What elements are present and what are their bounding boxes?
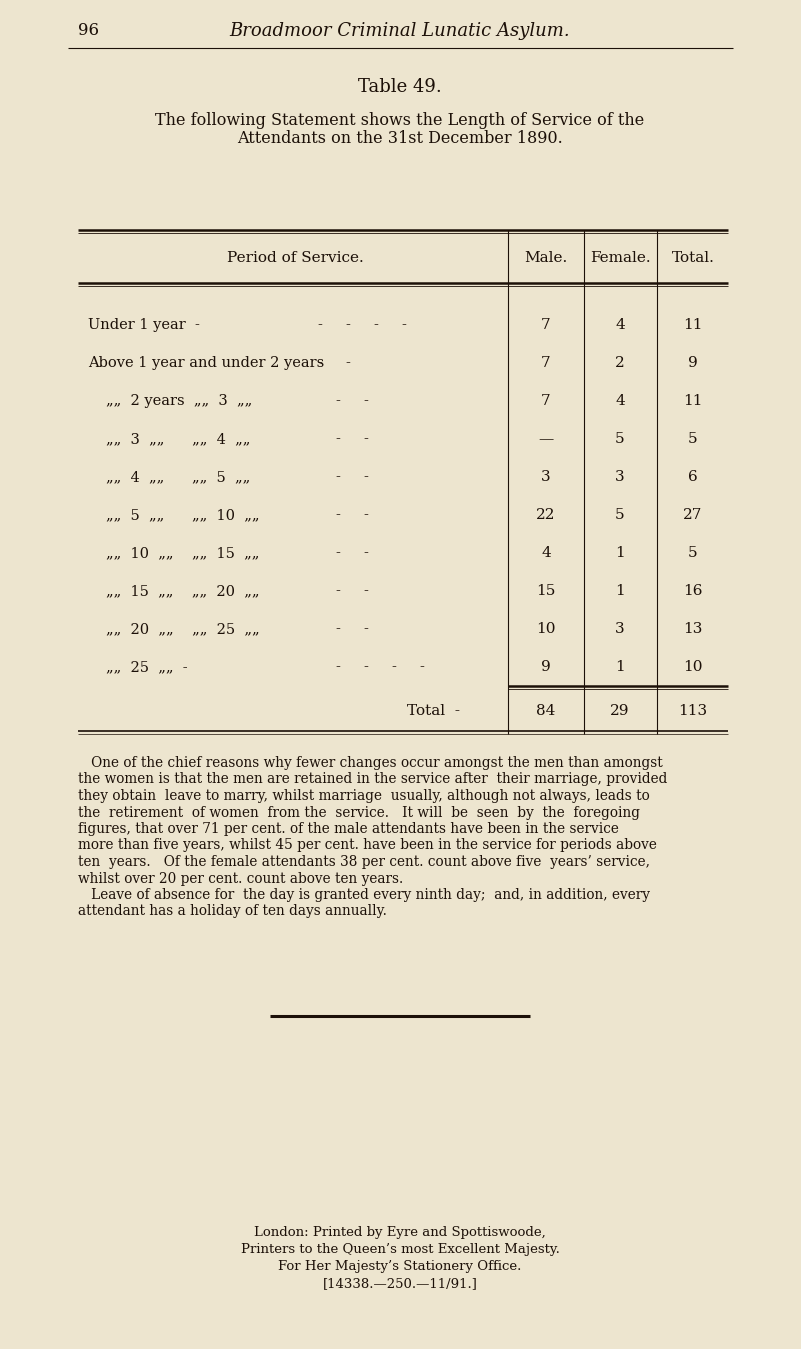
Text: 11: 11 xyxy=(683,318,702,332)
Text: 1: 1 xyxy=(615,584,625,598)
Text: „„  20  „„    „„  25  „„: „„ 20 „„ „„ 25 „„ xyxy=(106,622,260,635)
Text: Attendants on the 31st December 1890.: Attendants on the 31st December 1890. xyxy=(237,130,563,147)
Text: -     -: - - xyxy=(336,432,369,447)
Text: London: Printed by Eyre and Spottiswoode,: London: Printed by Eyre and Spottiswoode… xyxy=(254,1226,545,1238)
Text: 7: 7 xyxy=(541,356,551,370)
Text: 9: 9 xyxy=(541,660,551,674)
Text: For Her Majesty’s Stationery Office.: For Her Majesty’s Stationery Office. xyxy=(278,1260,521,1273)
Text: [14338.—250.—11/91.]: [14338.—250.—11/91.] xyxy=(323,1278,477,1290)
Text: 22: 22 xyxy=(536,509,556,522)
Text: 10: 10 xyxy=(683,660,702,674)
Text: 5: 5 xyxy=(615,509,625,522)
Text: 29: 29 xyxy=(610,704,630,718)
Text: 13: 13 xyxy=(683,622,702,635)
Text: Broadmoor Criminal Lunatic Asylum.: Broadmoor Criminal Lunatic Asylum. xyxy=(230,22,570,40)
Text: Above 1 year and under 2 years: Above 1 year and under 2 years xyxy=(88,356,324,370)
Text: „„  25  „„  -: „„ 25 „„ - xyxy=(106,660,187,674)
Text: 6: 6 xyxy=(688,469,698,484)
Text: „„  2 years  „„  3  „„: „„ 2 years „„ 3 „„ xyxy=(106,394,252,407)
Text: 96: 96 xyxy=(78,22,99,39)
Text: 84: 84 xyxy=(537,704,556,718)
Text: -     -: - - xyxy=(318,356,351,370)
Text: Table 49.: Table 49. xyxy=(358,78,442,96)
Text: Male.: Male. xyxy=(525,251,568,264)
Text: the women is that the men are retained in the service after  their marriage, pro: the women is that the men are retained i… xyxy=(78,773,667,786)
Text: 9: 9 xyxy=(688,356,698,370)
Text: -     -: - - xyxy=(336,469,369,484)
Text: Under 1 year  -: Under 1 year - xyxy=(88,318,200,332)
Text: „„  4  „„      „„  5  „„: „„ 4 „„ „„ 5 „„ xyxy=(106,469,250,484)
Text: Female.: Female. xyxy=(590,251,650,264)
Text: Period of Service.: Period of Service. xyxy=(227,251,364,264)
Text: 3: 3 xyxy=(541,469,551,484)
Text: Leave of absence for  the day is granted every ninth day;  and, in addition, eve: Leave of absence for the day is granted … xyxy=(78,888,650,902)
Text: Total.: Total. xyxy=(671,251,714,264)
Text: 11: 11 xyxy=(683,394,702,407)
Text: 7: 7 xyxy=(541,318,551,332)
Text: -     -: - - xyxy=(336,546,369,560)
Text: „„  15  „„    „„  20  „„: „„ 15 „„ „„ 20 „„ xyxy=(106,584,260,598)
Text: 15: 15 xyxy=(537,584,556,598)
Text: 3: 3 xyxy=(615,622,625,635)
Text: 3: 3 xyxy=(615,469,625,484)
Text: „„  5  „„      „„  10  „„: „„ 5 „„ „„ 10 „„ xyxy=(106,509,260,522)
Text: figures, that over 71 per cent. of the male attendants have been in the service: figures, that over 71 per cent. of the m… xyxy=(78,822,619,836)
Text: -     -: - - xyxy=(336,394,369,407)
Text: 7: 7 xyxy=(541,394,551,407)
Text: 5: 5 xyxy=(688,432,698,447)
Text: ten  years.   Of the female attendants 38 per cent. count above five  years’ ser: ten years. Of the female attendants 38 p… xyxy=(78,855,650,869)
Text: attendant has a holiday of ten days annually.: attendant has a holiday of ten days annu… xyxy=(78,904,387,919)
Text: 1: 1 xyxy=(615,546,625,560)
Text: 27: 27 xyxy=(683,509,702,522)
Text: more than five years, whilst 45 per cent. have been in the service for periods a: more than five years, whilst 45 per cent… xyxy=(78,839,657,853)
Text: 1: 1 xyxy=(615,660,625,674)
Text: 5: 5 xyxy=(688,546,698,560)
Text: 4: 4 xyxy=(615,394,625,407)
Text: —: — xyxy=(538,432,553,447)
Text: „„  3  „„      „„  4  „„: „„ 3 „„ „„ 4 „„ xyxy=(106,432,251,447)
Text: -     -     -     -: - - - - xyxy=(336,660,425,674)
Text: The following Statement shows the Length of Service of the: The following Statement shows the Length… xyxy=(155,112,645,130)
Text: 16: 16 xyxy=(683,584,702,598)
Text: the  retirement  of women  from the  service.   It will  be  seen  by  the  fore: the retirement of women from the service… xyxy=(78,805,640,819)
Text: Printers to the Queen’s most Excellent Majesty.: Printers to the Queen’s most Excellent M… xyxy=(240,1242,559,1256)
Text: „„  10  „„    „„  15  „„: „„ 10 „„ „„ 15 „„ xyxy=(106,546,260,560)
Text: 5: 5 xyxy=(615,432,625,447)
Text: -     -     -     -: - - - - xyxy=(318,318,407,332)
Text: -     -: - - xyxy=(336,622,369,635)
Text: -     -: - - xyxy=(336,584,369,598)
Text: 2: 2 xyxy=(615,356,625,370)
Text: 4: 4 xyxy=(541,546,551,560)
Text: -     -: - - xyxy=(336,509,369,522)
Text: whilst over 20 per cent. count above ten years.: whilst over 20 per cent. count above ten… xyxy=(78,871,403,885)
Text: they obtain  leave to marry, whilst marriage  usually, although not always, lead: they obtain leave to marry, whilst marri… xyxy=(78,789,650,803)
Text: 4: 4 xyxy=(615,318,625,332)
Text: One of the chief reasons why fewer changes occur amongst the men than amongst: One of the chief reasons why fewer chang… xyxy=(78,755,662,770)
Text: 10: 10 xyxy=(536,622,556,635)
Text: 113: 113 xyxy=(678,704,707,718)
Text: Total  -: Total - xyxy=(407,704,460,718)
